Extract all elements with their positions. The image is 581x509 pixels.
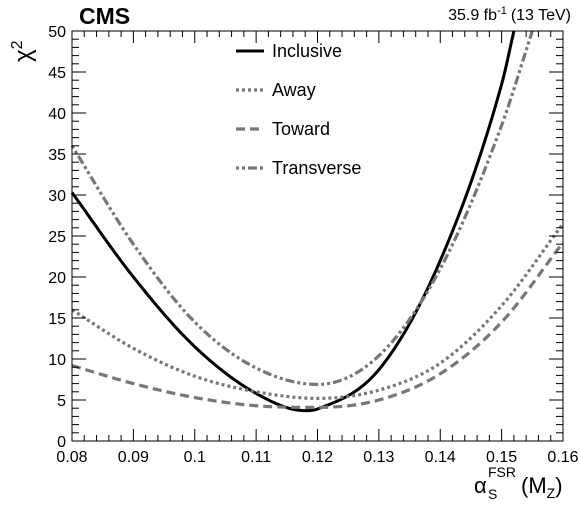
luminosity-label: 35.9 fb-1 (13 TeV): [448, 5, 571, 24]
x-tick-label: 0.13: [363, 449, 394, 466]
y-tick-label: 15: [48, 311, 66, 328]
y-tick-label: 30: [48, 188, 66, 205]
y-axis-label: χ2: [9, 40, 37, 62]
y-tick-label: 25: [48, 229, 66, 246]
legend-label-toward: Toward: [272, 119, 330, 139]
series-line-toward: [71, 241, 565, 409]
x-tick-label: 0.14: [425, 449, 456, 466]
series-line-inclusive: [70, 30, 516, 413]
y-tick-label: 40: [48, 106, 66, 123]
experiment-label: CMS: [79, 3, 130, 29]
x-tick-label: 0.12: [302, 449, 333, 466]
svg-text:α: α: [474, 473, 487, 498]
x-tick-label: 0.08: [56, 449, 87, 466]
legend-label-inclusive: Inclusive: [272, 41, 342, 61]
y-tick-label: 35: [48, 147, 66, 164]
svg-text:S: S: [488, 486, 497, 502]
y-tick-label: 0: [57, 434, 66, 451]
x-tick-label: 0.15: [486, 449, 517, 466]
y-tick-label: 45: [48, 65, 66, 82]
x-axis-label: α S FSR (MZ): [474, 464, 563, 502]
x-tick-label: 0.11: [241, 449, 271, 466]
y-tick-label: 10: [48, 352, 66, 369]
x-tick-label: 0.16: [547, 449, 578, 466]
legend-label-away: Away: [272, 80, 316, 100]
legend-label-transverse: Transverse: [272, 158, 361, 178]
legend: Inclusive Away Toward Transverse: [236, 41, 361, 178]
series-line-transverse: [70, 30, 534, 387]
x-tick-label: 0.1: [184, 449, 206, 466]
y-tick-label: 5: [57, 393, 66, 410]
svg-text:FSR: FSR: [488, 464, 516, 480]
y-tick-label: 20: [48, 270, 66, 287]
series-line-away: [71, 222, 565, 400]
y-tick-label: 50: [48, 24, 66, 41]
svg-text:(MZ): (MZ): [521, 473, 563, 501]
x-tick-label: 0.09: [118, 449, 149, 466]
